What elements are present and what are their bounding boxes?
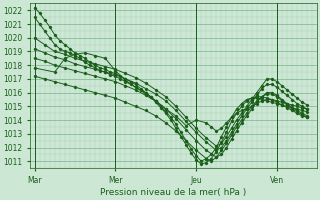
- X-axis label: Pression niveau de la mer( hPa ): Pression niveau de la mer( hPa ): [100, 188, 247, 197]
